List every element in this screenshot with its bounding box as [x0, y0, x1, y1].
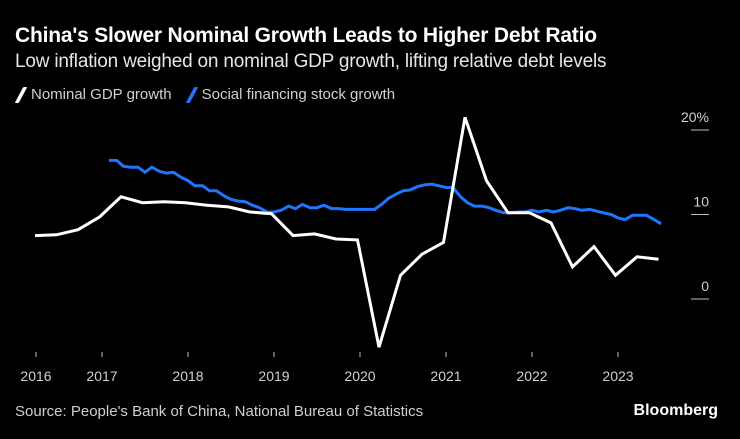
x-tick-label: 2023: [602, 368, 633, 384]
legend-item-nominal-gdp: Nominal GDP growth: [14, 86, 172, 103]
legend-label-nominal-gdp: Nominal GDP growth: [31, 86, 172, 103]
y-tick-label: 0: [701, 278, 709, 294]
x-axis: 2016 2017 2018 2019 2020 2021 2022 2023: [20, 352, 634, 384]
series-group: [34, 116, 662, 348]
legend-label-social-financing: Social financing stock growth: [201, 86, 396, 103]
y-tick-label: 20%: [681, 109, 709, 125]
source-note: Source: People's Bank of China, National…: [15, 403, 424, 420]
x-tick-label: 2021: [430, 368, 461, 384]
chart-title: China's Slower Nominal Growth Leads to H…: [15, 24, 597, 47]
x-tick-label: 2016: [20, 368, 51, 384]
x-tick-label: 2019: [258, 368, 289, 384]
y-tick-label: 10: [693, 194, 709, 210]
bloomberg-logo: Bloomberg: [633, 402, 718, 419]
x-tick-label: 2020: [344, 368, 375, 384]
x-tick-label: 2017: [86, 368, 117, 384]
x-tick-label: 2018: [172, 368, 203, 384]
chart-subtitle: Low inflation weighed on nominal GDP gro…: [15, 51, 607, 72]
legend-item-social-financing: Social financing stock growth: [185, 86, 396, 103]
y-axis: 20% 10 0: [681, 109, 709, 300]
legend: Nominal GDP growth Social financing stoc…: [14, 86, 409, 103]
x-tick-label: 2022: [516, 368, 547, 384]
series-line-social-financing-stock-growth: [108, 158, 662, 226]
series-line-nominal-gdp-growth: [34, 116, 659, 348]
